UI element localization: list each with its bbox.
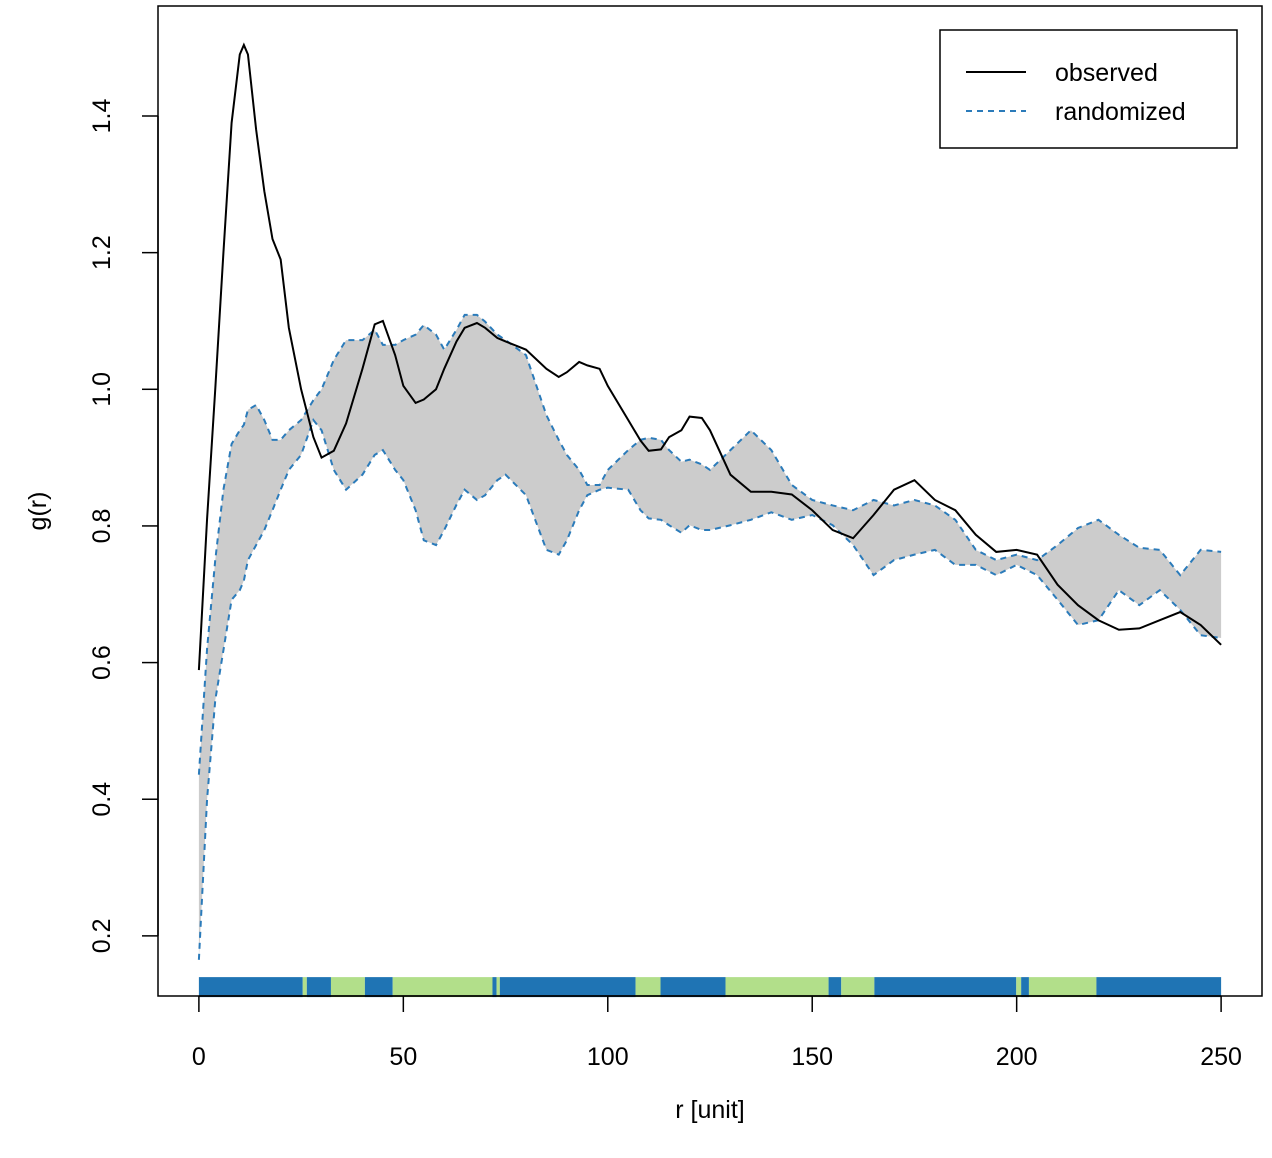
rug-segment [198,977,303,998]
rug-segment [660,977,726,998]
envelope-area [198,314,1222,960]
rug-segment [874,977,1017,998]
rug-segment [1028,977,1097,998]
x-tick-label: 100 [587,1043,629,1071]
rug-segment [492,977,497,998]
observed-line [197,42,1222,671]
legend-box [939,29,1238,149]
rug-segment [499,977,636,998]
rug-segment [330,977,365,998]
rug-segment [364,977,393,998]
x-tick-label: 0 [192,1043,206,1071]
y-axis-title: g(r) [24,492,52,531]
y-tick-label: 0.2 [88,918,116,953]
y-tick-label: 1.0 [88,372,116,407]
y-tick-label: 0.4 [88,782,116,817]
rug-segment [828,977,842,998]
y-tick-label: 0.8 [88,509,116,544]
rug-segment [306,977,331,998]
y-tick-label: 1.4 [88,99,116,134]
envelope-lower [197,418,1222,960]
y-tick-label: 1.2 [88,235,116,270]
x-tick-label: 200 [996,1043,1038,1071]
rug-segment [635,977,661,998]
rug-segment [1016,977,1022,998]
rug-segment [496,977,500,998]
legend-label: observed [1055,59,1158,87]
rug-segment [841,977,875,998]
rug-segment [302,977,307,998]
y-tick-label: 0.6 [88,645,116,680]
envelope-upper [197,313,1222,775]
legend-label: randomized [1055,98,1186,126]
rug-segment [1021,977,1029,998]
x-tick-label: 250 [1200,1043,1242,1071]
rug-segment [725,977,829,998]
x-tick-label: 50 [389,1043,417,1071]
rug-segment [1096,977,1222,998]
rug-segment [392,977,493,998]
x-tick-label: 150 [791,1043,833,1071]
x-axis-title: r [unit] [675,1096,744,1124]
